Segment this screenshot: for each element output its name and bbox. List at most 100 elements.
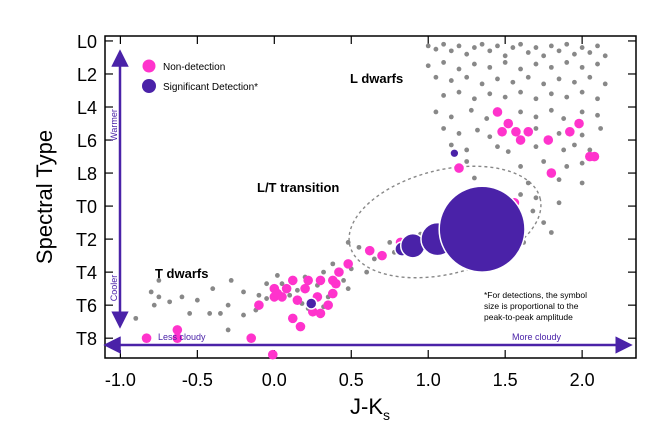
nondetection-point [287,275,298,286]
detection-point [304,297,318,310]
background-point [364,269,370,275]
background-point [387,240,393,245]
nondetection-point [254,300,264,310]
nondetection-point [523,126,534,137]
background-point [495,76,500,82]
background-point [471,96,477,102]
background-point [579,180,585,186]
y-tick-label: T8 [76,329,97,349]
x-tick-label: -0.5 [182,370,213,390]
background-point [548,91,554,97]
background-points [133,41,608,333]
background-point [471,61,477,67]
background-point [187,311,193,316]
nondetection-point [141,333,152,343]
background-point [572,79,577,85]
background-point [595,43,600,49]
legend-nondetection-label: Non-detection [163,62,225,73]
background-point [464,159,470,164]
y-tick-label: L4 [77,98,97,118]
background-point [156,277,162,283]
background-point [456,131,462,136]
background-point [518,66,523,72]
nondetection-point [246,333,257,343]
background-point [595,61,600,67]
background-point [556,48,562,54]
background-point [321,269,326,275]
x-tick-label: 0.0 [262,370,287,390]
background-point [167,299,173,305]
background-point [564,60,570,65]
background-point [279,281,285,287]
background-point [502,53,508,59]
nondetection-point [172,325,183,335]
nondetection-point [287,313,298,324]
background-point [525,180,531,186]
background-point [345,240,351,245]
background-point [448,142,454,148]
background-point [241,289,246,295]
background-point [530,208,536,214]
background-point [356,244,362,250]
background-point [441,60,447,65]
background-point [441,126,447,131]
nondetection-point [303,275,313,286]
background-point [505,149,511,154]
background-point [564,94,570,100]
background-point [487,134,493,140]
background-point [533,96,539,102]
t-dwarfs-label: T dwarfs [155,266,208,281]
background-point [587,147,593,153]
background-point [533,126,539,131]
warmer-label: Warmer [109,109,119,141]
background-point [556,200,562,206]
background-point [179,294,185,300]
background-point [433,74,439,80]
detection-series [304,148,526,310]
y-tick-label: L8 [77,164,97,184]
background-point [341,277,346,283]
background-point [561,147,567,153]
background-point [441,41,447,47]
background-point [579,132,585,138]
nondetection-point [277,292,287,302]
background-point [541,159,547,164]
background-point [533,114,539,120]
lt-transition-ellipse [348,165,542,279]
detection-point [438,185,526,273]
nondetection-point [331,278,341,289]
background-point [330,261,336,267]
background-point [228,277,234,283]
background-point [518,109,523,115]
background-point [287,292,293,298]
x-axis-ticks: -1.0 -0.5 0.0 0.5 1.0 1.5 2.0 [105,36,595,390]
y-tick-label: L2 [77,65,97,85]
nondetection-point [315,308,326,319]
background-point [518,41,523,47]
background-point [225,302,231,308]
background-point [510,45,516,50]
background-point [464,147,470,153]
background-point [541,53,547,59]
background-point [225,327,231,333]
nondetection-point [546,168,557,178]
x-tick-label: 1.5 [493,370,518,390]
background-point [448,114,454,120]
background-point [425,43,431,49]
background-point [541,81,547,87]
background-point [471,175,477,181]
nondetection-point [334,267,344,277]
background-point [456,43,462,49]
background-point [456,66,462,72]
background-point [533,195,539,201]
more-cloudy-label: More cloudy [512,332,562,342]
background-point [518,192,523,197]
background-point [548,64,554,70]
legend-nondetection-marker [142,59,156,73]
x-tick-label: -1.0 [105,370,136,390]
detection-point [449,148,460,159]
background-point [371,256,377,262]
background-point [502,94,508,100]
background-point [256,292,262,298]
background-point [525,50,531,55]
